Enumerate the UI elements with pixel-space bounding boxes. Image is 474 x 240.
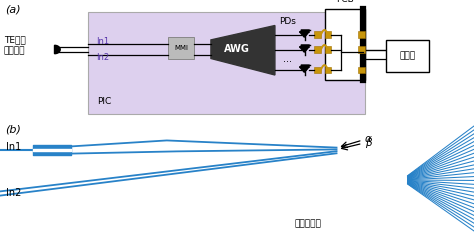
- Polygon shape: [211, 25, 275, 75]
- Bar: [325, 66, 331, 72]
- Text: In2: In2: [96, 53, 109, 61]
- Bar: [325, 31, 331, 37]
- Text: In1: In1: [6, 142, 21, 152]
- Text: In1: In1: [96, 37, 109, 46]
- Bar: [358, 66, 365, 72]
- Text: 电流表: 电流表: [400, 52, 416, 61]
- Polygon shape: [301, 30, 310, 36]
- Bar: [168, 37, 194, 59]
- Bar: [386, 41, 429, 72]
- Bar: [314, 31, 321, 37]
- Text: (b): (b): [5, 125, 20, 134]
- Bar: [314, 47, 321, 53]
- Text: AWG: AWG: [224, 44, 250, 54]
- Text: ...: ...: [283, 54, 292, 64]
- Text: TE偏振
激光输入: TE偏振 激光输入: [4, 35, 26, 55]
- Polygon shape: [300, 47, 309, 52]
- Bar: [358, 47, 365, 53]
- Bar: [314, 66, 321, 72]
- Polygon shape: [301, 45, 310, 51]
- Bar: [358, 31, 365, 37]
- Text: In2: In2: [6, 188, 21, 198]
- Text: α: α: [365, 134, 372, 144]
- Bar: [325, 47, 331, 53]
- Bar: [325, 9, 365, 79]
- Text: PIC: PIC: [97, 97, 111, 107]
- Text: β: β: [365, 138, 372, 148]
- Polygon shape: [301, 65, 310, 71]
- Text: PCB: PCB: [336, 0, 354, 5]
- Text: 星形耦合器: 星形耦合器: [295, 219, 321, 228]
- Polygon shape: [55, 45, 60, 54]
- Bar: [88, 12, 365, 114]
- Polygon shape: [300, 32, 309, 37]
- Polygon shape: [300, 67, 309, 72]
- Text: MMI: MMI: [174, 45, 188, 51]
- Text: PDs: PDs: [280, 18, 296, 26]
- Text: (a): (a): [5, 5, 20, 14]
